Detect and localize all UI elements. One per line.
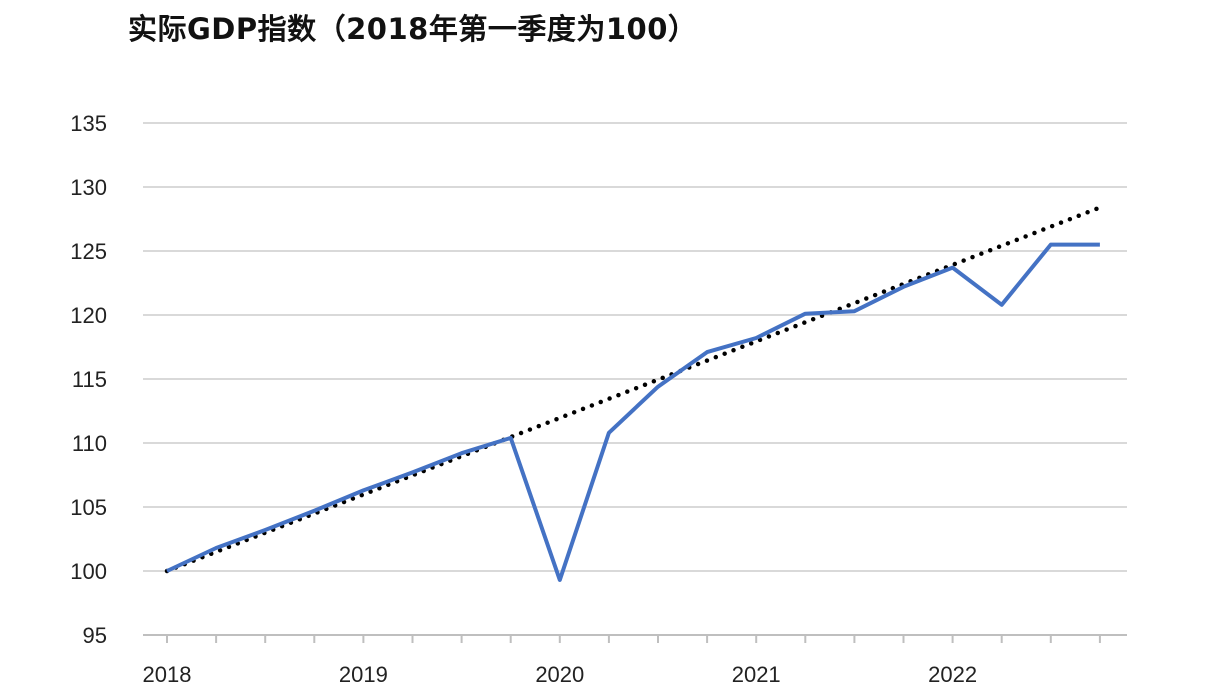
y-tick-label: 135 xyxy=(70,111,107,136)
x-axis-tick-labels: 2018 2019 2020 2021 2022 xyxy=(143,662,978,687)
y-axis-tick-labels: 95 100 105 110 115 120 125 130 135 xyxy=(70,111,107,648)
gdp-index-line xyxy=(166,242,1100,582)
x-tick-label: 2018 xyxy=(143,662,192,687)
y-tick-label: 110 xyxy=(72,431,107,456)
y-tick-label: 95 xyxy=(83,623,107,648)
series-group xyxy=(164,205,1103,582)
x-axis xyxy=(143,634,1127,643)
y-tick-label: 125 xyxy=(70,239,107,264)
chart-title: 实际GDP指数（2018年第一季度为100） xyxy=(128,12,698,46)
x-tick-label: 2021 xyxy=(732,662,781,687)
trend-line-dotted xyxy=(164,205,1103,574)
x-tick-label: 2020 xyxy=(535,662,584,687)
y-tick-label: 105 xyxy=(70,495,107,520)
grid-lines xyxy=(143,122,1127,572)
y-tick-label: 115 xyxy=(72,367,107,392)
y-tick-label: 120 xyxy=(70,303,107,328)
x-tick-label: 2019 xyxy=(339,662,388,687)
y-tick-label: 100 xyxy=(70,559,107,584)
y-tick-label: 130 xyxy=(70,175,107,200)
x-tick-label: 2022 xyxy=(928,662,977,687)
